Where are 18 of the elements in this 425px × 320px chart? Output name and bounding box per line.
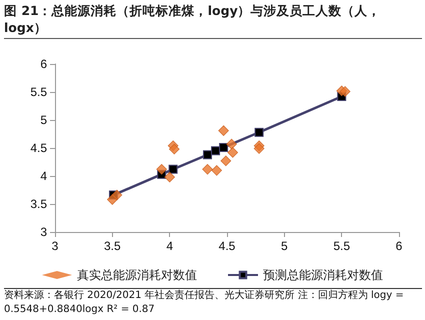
legend-label: 预测总能源消耗对数值: [263, 268, 383, 282]
x-tick-label: 4.5: [218, 239, 236, 253]
y-tick-label: 6: [40, 57, 48, 71]
x-tick-label: 5.5: [333, 239, 350, 253]
y-tick-label: 4.5: [30, 141, 48, 155]
legend-label: 真实总能源消耗对数值: [77, 268, 197, 282]
y-tick-label: 3.5: [30, 197, 48, 211]
x-tick-label: 3.5: [104, 239, 121, 253]
y-tick-label: 4: [40, 169, 48, 183]
text: 资料来源：各银行 2020/2021 年社会责任报告、光大证券研究所 注：回归方程为 logy = 0.5548+0.8840logx R² = 0.87: [4, 288, 422, 317]
chart-title: 图 21：总能源消耗（折吨标准煤，logy）与涉及员工人数（人，logx）: [4, 2, 422, 39]
y-tick-label: 3: [40, 225, 48, 239]
x-tick-label: 4: [166, 239, 174, 253]
x-tick-label: 6: [396, 239, 403, 253]
y-tick-label: 5: [40, 113, 48, 127]
y-tick-label: 5.5: [30, 85, 48, 99]
x-tick-label: 5: [280, 239, 288, 253]
x-tick-label: 3: [52, 239, 59, 253]
